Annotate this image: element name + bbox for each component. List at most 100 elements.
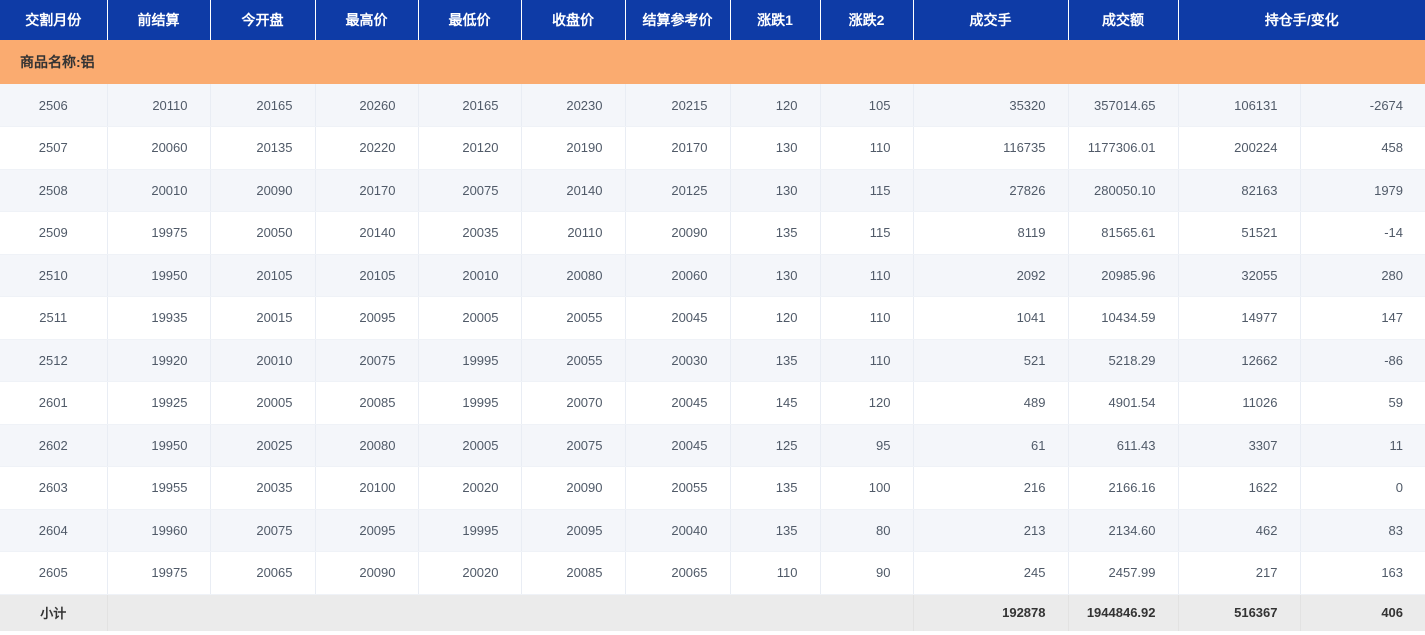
cell-open-interest: 3307: [1178, 424, 1301, 467]
table-row[interactable]: 2605 19975 20065 20090 20020 20085 20065…: [0, 551, 1425, 595]
cell-high: 20140: [315, 211, 419, 255]
table-row[interactable]: 2601 19925 20005 20085 19995 20070 20045…: [0, 381, 1425, 425]
cell-delivery-month: 2605: [0, 551, 108, 595]
cell-high: 20090: [315, 551, 419, 595]
cell-delivery-month: 2510: [0, 254, 108, 297]
cell-oi-change: 163: [1300, 551, 1425, 595]
cell-turnover: 2166.16: [1068, 466, 1179, 510]
cell-delivery-month: 2512: [0, 339, 108, 382]
cell-oi-change: 59: [1300, 381, 1425, 425]
table-row[interactable]: 2602 19950 20025 20080 20005 20075 20045…: [0, 424, 1425, 467]
cell-turnover: 2457.99: [1068, 551, 1179, 595]
cell-prev-settle: 20060: [107, 126, 211, 170]
cell-change1: 125: [730, 424, 821, 467]
table-row[interactable]: 2603 19955 20035 20100 20020 20090 20055…: [0, 466, 1425, 510]
subtotal-change: 406: [1300, 594, 1425, 631]
cell-oi-change: 1979: [1300, 169, 1425, 212]
cell-close: 20075: [521, 424, 626, 467]
cell-prev-settle: 19960: [107, 509, 211, 552]
cell-low: 20075: [418, 169, 522, 212]
cell-open: 20005: [210, 381, 316, 425]
subtotal-volume: 192878: [913, 594, 1069, 631]
cell-high: 20095: [315, 509, 419, 552]
cell-change1: 135: [730, 211, 821, 255]
cell-change1: 130: [730, 254, 821, 297]
table-row[interactable]: 2508 20010 20090 20170 20075 20140 20125…: [0, 169, 1425, 212]
cell-high: 20170: [315, 169, 419, 212]
cell-high: 20220: [315, 126, 419, 170]
cell-delivery-month: 2507: [0, 126, 108, 170]
cell-low: 19995: [418, 509, 522, 552]
cell-delivery-month: 2604: [0, 509, 108, 552]
cell-settle-ref: 20030: [625, 339, 731, 382]
table-header: 交割月份 前结算 今开盘 最高价 最低价 收盘价 结算参考价 涨跌1 涨跌2 成…: [0, 0, 1425, 40]
cell-open: 20090: [210, 169, 316, 212]
cell-change2: 95: [820, 424, 914, 467]
cell-turnover: 10434.59: [1068, 296, 1179, 340]
cell-prev-settle: 19955: [107, 466, 211, 510]
cell-open-interest: 11026: [1178, 381, 1301, 425]
cell-low: 20020: [418, 466, 522, 510]
cell-change1: 110: [730, 551, 821, 595]
cell-settle-ref: 20055: [625, 466, 731, 510]
col-header-change1: 涨跌1: [730, 0, 821, 40]
cell-delivery-month: 2508: [0, 169, 108, 212]
col-header-turnover: 成交额: [1068, 0, 1179, 40]
cell-turnover: 1177306.01: [1068, 126, 1179, 170]
cell-open-interest: 462: [1178, 509, 1301, 552]
group-section: 商品名称:铝: [0, 40, 1425, 84]
cell-settle-ref: 20040: [625, 509, 731, 552]
cell-high: 20095: [315, 296, 419, 340]
col-header-high: 最高价: [315, 0, 419, 40]
cell-volume: 521: [913, 339, 1069, 382]
cell-settle-ref: 20065: [625, 551, 731, 595]
subtotal-turnover: 1944846.92: [1068, 594, 1179, 631]
cell-turnover: 357014.65: [1068, 84, 1179, 127]
cell-open: 20035: [210, 466, 316, 510]
cell-high: 20105: [315, 254, 419, 297]
table-row[interactable]: 2509 19975 20050 20140 20035 20110 20090…: [0, 211, 1425, 255]
cell-low: 20020: [418, 551, 522, 595]
table-row[interactable]: 2511 19935 20015 20095 20005 20055 20045…: [0, 296, 1425, 340]
col-header-oi-change: 持仓手/变化: [1178, 0, 1425, 40]
cell-settle-ref: 20045: [625, 296, 731, 340]
table-row[interactable]: 2510 19950 20105 20105 20010 20080 20060…: [0, 254, 1425, 297]
cell-settle-ref: 20045: [625, 381, 731, 425]
cell-high: 20100: [315, 466, 419, 510]
table-row[interactable]: 2604 19960 20075 20095 19995 20095 20040…: [0, 509, 1425, 552]
cell-change2: 100: [820, 466, 914, 510]
cell-oi-change: -2674: [1300, 84, 1425, 127]
table-row[interactable]: 2512 19920 20010 20075 19995 20055 20030…: [0, 339, 1425, 382]
cell-prev-settle: 19975: [107, 211, 211, 255]
cell-delivery-month: 2506: [0, 84, 108, 127]
cell-close: 20070: [521, 381, 626, 425]
col-header-close: 收盘价: [521, 0, 626, 40]
cell-open: 20025: [210, 424, 316, 467]
col-header-settle-ref: 结算参考价: [625, 0, 731, 40]
cell-close: 20230: [521, 84, 626, 127]
cell-oi-change: -86: [1300, 339, 1425, 382]
cell-delivery-month: 2509: [0, 211, 108, 255]
cell-open-interest: 12662: [1178, 339, 1301, 382]
cell-prev-settle: 19920: [107, 339, 211, 382]
cell-prev-settle: 19975: [107, 551, 211, 595]
cell-high: 20080: [315, 424, 419, 467]
cell-open-interest: 14977: [1178, 296, 1301, 340]
cell-close: 20055: [521, 339, 626, 382]
header-row: 交割月份 前结算 今开盘 最高价 最低价 收盘价 结算参考价 涨跌1 涨跌2 成…: [0, 0, 1425, 40]
cell-change2: 110: [820, 254, 914, 297]
cell-close: 20055: [521, 296, 626, 340]
cell-open: 20050: [210, 211, 316, 255]
cell-open: 20165: [210, 84, 316, 127]
cell-turnover: 20985.96: [1068, 254, 1179, 297]
cell-open-interest: 51521: [1178, 211, 1301, 255]
cell-volume: 489: [913, 381, 1069, 425]
cell-close: 20095: [521, 509, 626, 552]
cell-prev-settle: 20110: [107, 84, 211, 127]
cell-change2: 90: [820, 551, 914, 595]
cell-change2: 110: [820, 339, 914, 382]
table-row[interactable]: 2507 20060 20135 20220 20120 20190 20170…: [0, 126, 1425, 170]
cell-close: 20085: [521, 551, 626, 595]
table-row[interactable]: 2506 20110 20165 20260 20165 20230 20215…: [0, 84, 1425, 127]
